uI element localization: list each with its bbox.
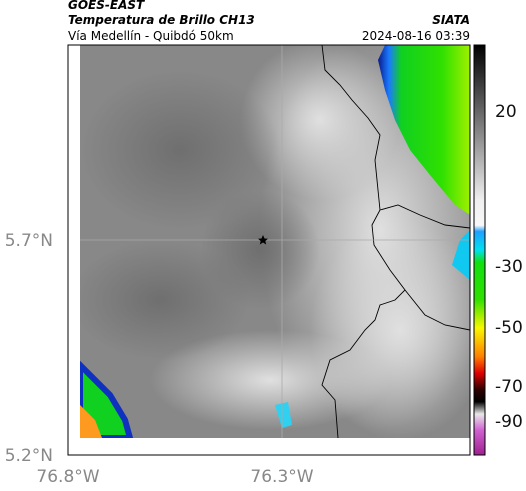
colorbar-tick: -50 [495,318,523,338]
colorbar-tick: -70 [495,377,523,397]
satellite-image [80,45,470,438]
timestamp: 2024-08-16 03:39 [362,29,470,43]
colorbar-tick: 20 [495,102,517,122]
satellite: GOES-EAST [68,0,145,12]
lon-label: 76.3°W [250,467,313,487]
source: SIATA [432,13,470,27]
city-marker [258,235,268,245]
product: Temperatura de Brillo CH13 [68,13,255,27]
route: Vía Medellín - Quibdó 50km [68,29,234,43]
map-frame [67,44,471,456]
lat-label: 5.2°N [5,446,53,466]
colorbar [473,44,486,456]
colorbar-tick: -30 [495,257,523,277]
lon-label: 76.8°W [36,467,99,487]
lat-label: 5.7°N [5,231,53,251]
colorbar-tick: -90 [495,412,523,432]
